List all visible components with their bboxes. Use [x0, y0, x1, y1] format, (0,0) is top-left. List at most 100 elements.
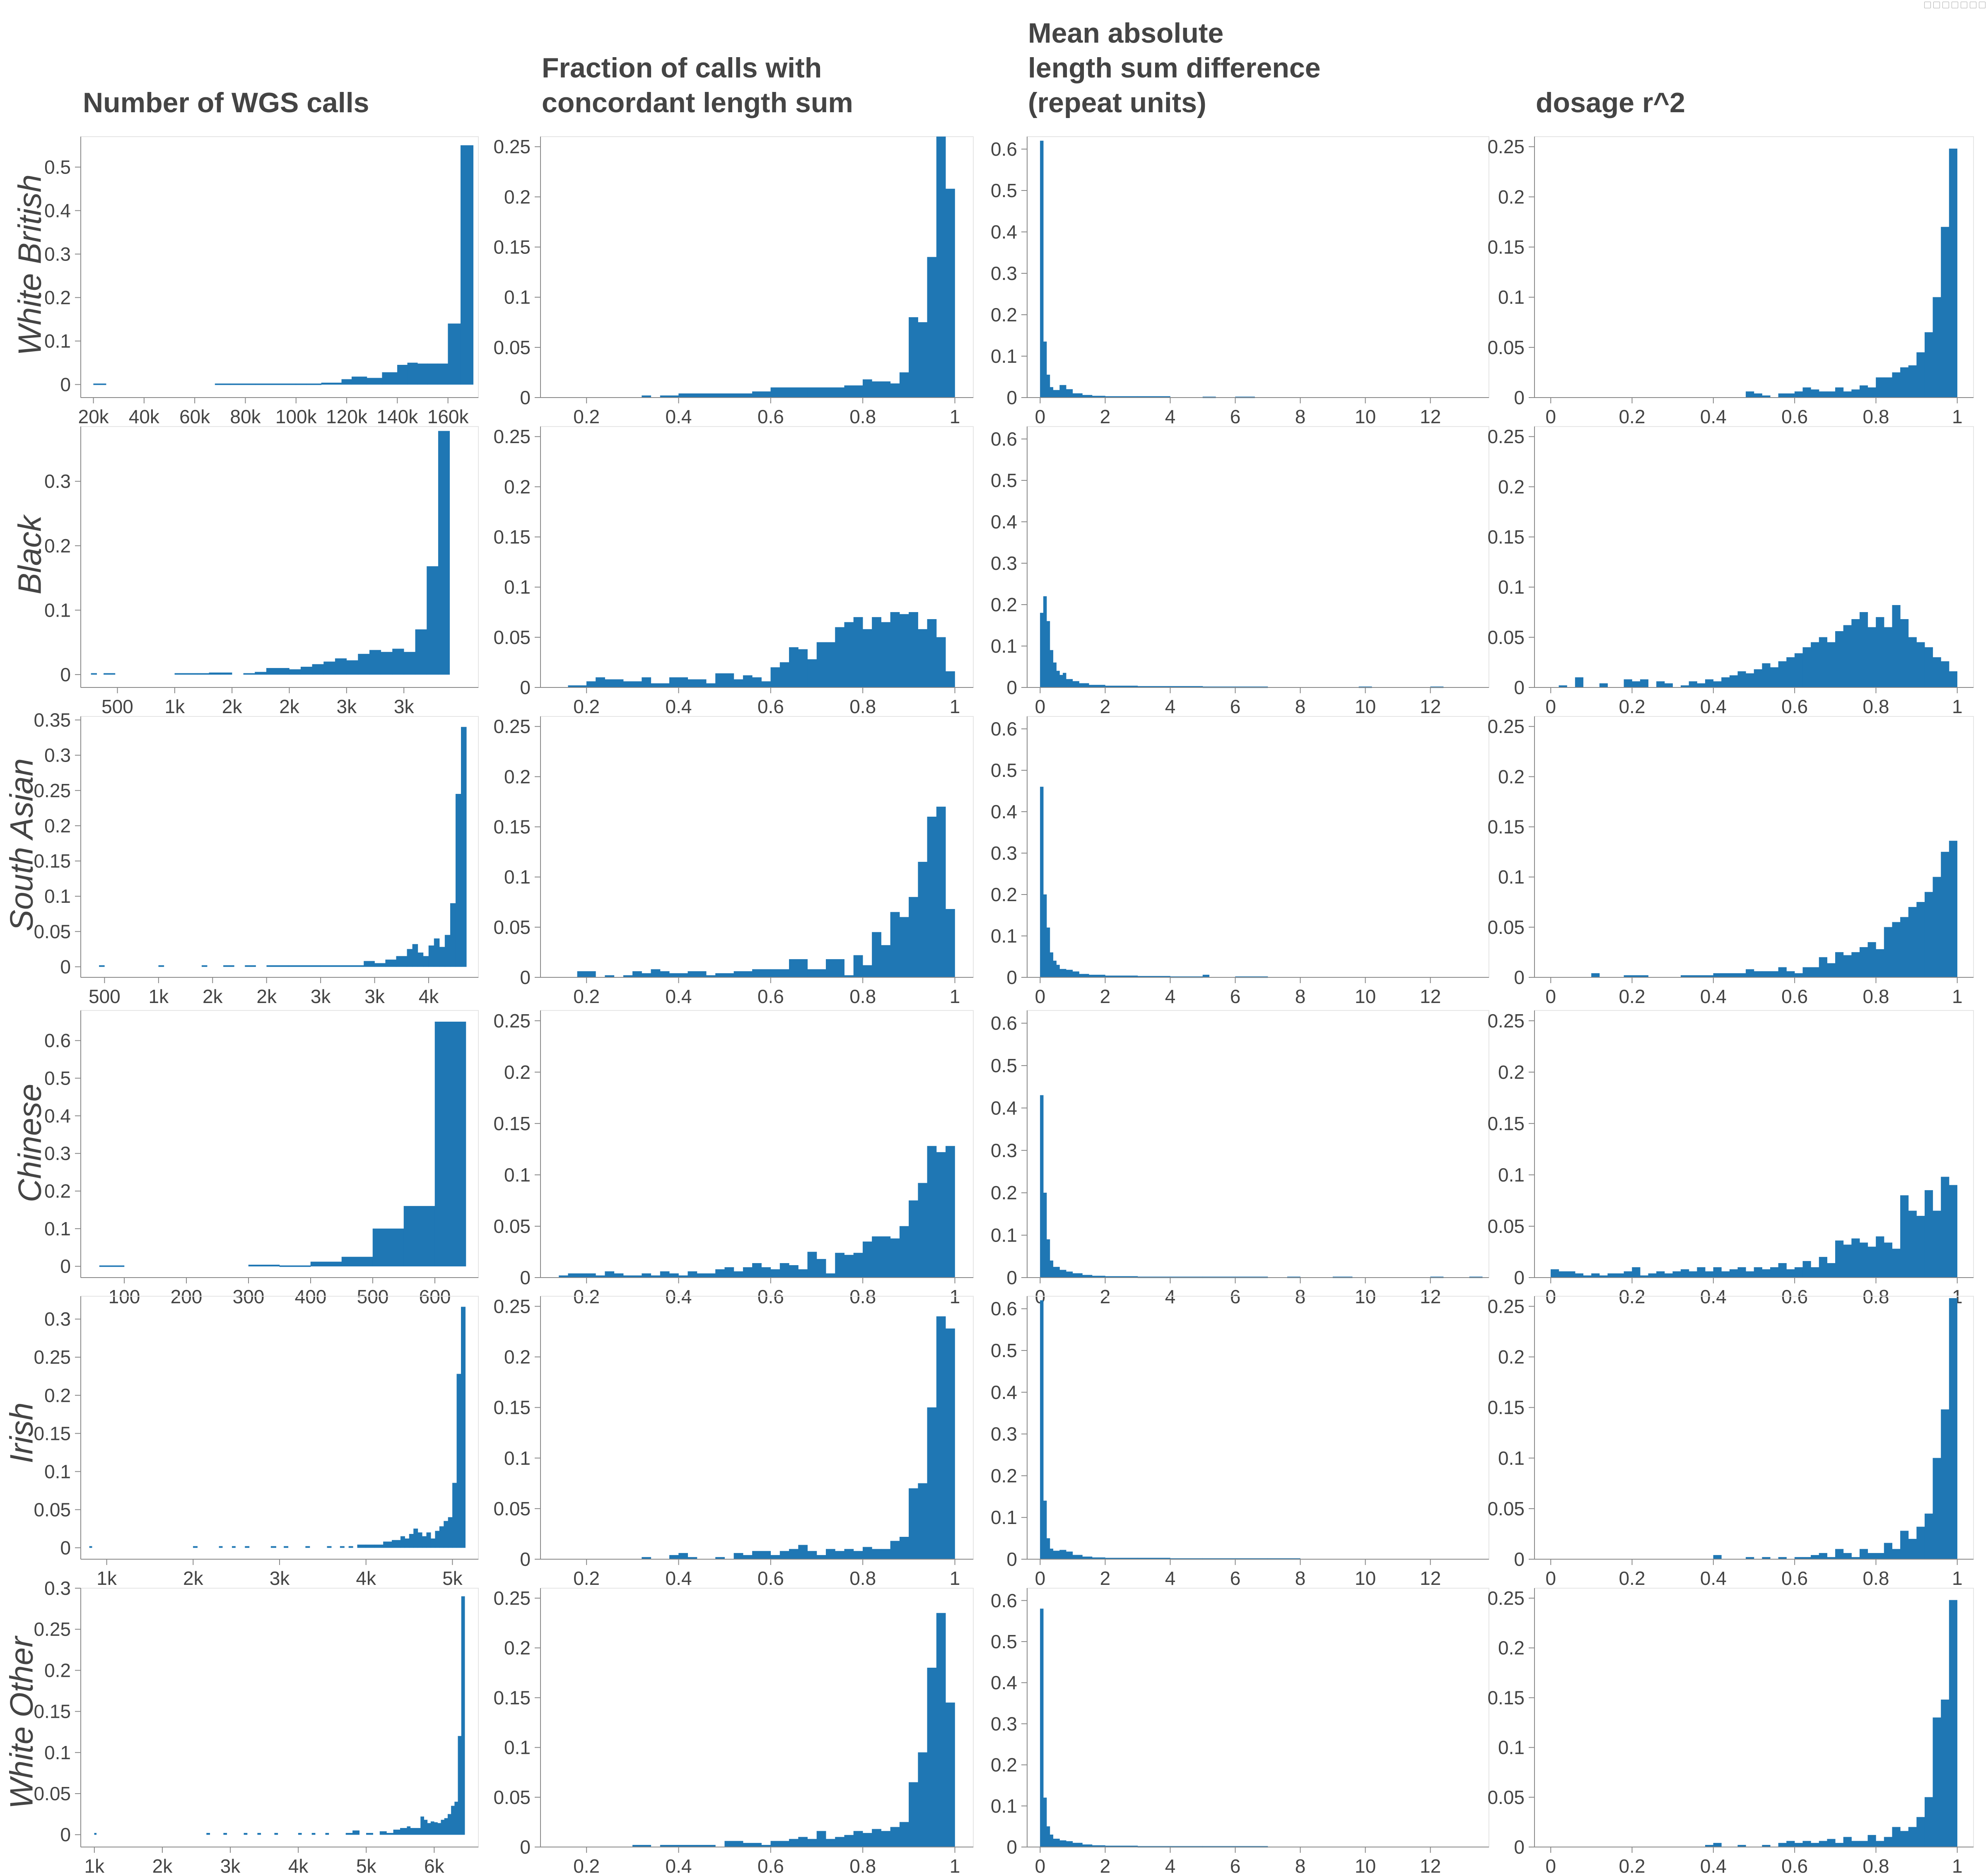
histogram-bar[interactable] [197, 673, 210, 675]
histogram-bar[interactable] [1941, 661, 1949, 688]
histogram-bar[interactable] [1072, 1273, 1083, 1278]
histogram-bar[interactable] [577, 971, 596, 978]
histogram-bar[interactable] [789, 647, 799, 688]
histogram-bar[interactable] [946, 1146, 955, 1278]
histogram-bar[interactable] [1053, 662, 1057, 688]
histogram-bar[interactable] [1049, 1834, 1054, 1847]
histogram-bar[interactable] [918, 1183, 928, 1278]
histogram-bar[interactable] [243, 673, 255, 675]
histogram-bar[interactable] [835, 627, 844, 688]
histogram-bar[interactable] [396, 956, 408, 967]
histogram-bar[interactable] [1063, 673, 1066, 688]
histogram-bar[interactable] [444, 1521, 449, 1548]
histogram-bar[interactable] [403, 1206, 435, 1266]
histogram-bar[interactable] [335, 658, 347, 675]
pan-icon[interactable] [1924, 2, 1931, 8]
histogram-bar[interactable] [1851, 1238, 1860, 1278]
histogram-bar[interactable] [417, 1532, 422, 1548]
histogram-bar[interactable] [1040, 1300, 1044, 1560]
histogram-bar[interactable] [1811, 1843, 1819, 1847]
histogram-bar[interactable] [770, 1841, 789, 1847]
histogram-bar[interactable] [660, 971, 670, 978]
histogram-bar[interactable] [412, 944, 418, 967]
histogram-bar[interactable] [434, 1022, 466, 1266]
histogram-bar[interactable] [669, 1273, 679, 1278]
histogram-bar[interactable] [374, 1544, 384, 1548]
histogram-bar[interactable] [936, 1316, 946, 1560]
reset-icon[interactable] [1961, 2, 1967, 8]
histogram-bar[interactable] [1802, 1261, 1811, 1278]
histogram-bar[interactable] [1072, 1555, 1083, 1560]
histogram-bar[interactable] [899, 372, 909, 398]
histogram-bar[interactable] [1941, 1409, 1949, 1560]
histogram-bar[interactable] [789, 1549, 799, 1560]
histogram-bar[interactable] [798, 1269, 808, 1278]
histogram-bar[interactable] [706, 683, 716, 688]
histogram-bar[interactable] [1754, 393, 1762, 398]
histogram-bar[interactable] [1721, 1271, 1730, 1278]
histogram-bar[interactable] [348, 1546, 353, 1548]
histogram-bar[interactable] [1040, 786, 1044, 978]
histogram-bar[interactable] [789, 959, 808, 978]
histogram-bar[interactable] [909, 1488, 918, 1560]
histogram-bar[interactable] [1924, 892, 1933, 978]
histogram-bar[interactable] [835, 1253, 844, 1278]
histogram-bar[interactable] [306, 383, 322, 385]
histogram-bar[interactable] [1843, 625, 1852, 688]
histogram-bar[interactable] [881, 1236, 891, 1278]
histogram-bar[interactable] [1551, 1269, 1559, 1278]
histogram-bar[interactable] [1949, 1185, 1957, 1278]
histogram-bar[interactable] [1066, 679, 1073, 688]
histogram-bar[interactable] [1867, 1553, 1876, 1560]
histogram-bar[interactable] [230, 383, 256, 385]
histogram-bar[interactable] [1908, 1827, 1917, 1847]
histogram-bar[interactable] [392, 649, 404, 675]
histogram-bar[interactable] [669, 973, 688, 978]
histogram-bar[interactable] [881, 1549, 891, 1560]
histogram-bar[interactable] [1949, 1298, 1957, 1560]
histogram-bar[interactable] [862, 1833, 872, 1847]
histogram-bar[interactable] [439, 1526, 444, 1548]
histogram-bar[interactable] [1843, 1837, 1852, 1847]
histogram-bar[interactable] [300, 666, 313, 675]
histogram-bar[interactable] [1737, 671, 1746, 688]
histogram-bar[interactable] [1713, 1555, 1722, 1560]
histogram-bar[interactable] [798, 649, 808, 688]
histogram-bar[interactable] [1884, 1837, 1892, 1847]
histogram-bar[interactable] [1770, 667, 1779, 688]
histogram-bar[interactable] [688, 971, 707, 978]
histogram-bar[interactable] [430, 1538, 435, 1548]
histogram-bar[interactable] [1916, 1215, 1925, 1278]
histogram-bar[interactable] [1624, 1271, 1632, 1278]
histogram-bar[interactable] [219, 1546, 223, 1548]
histogram-bar[interactable] [844, 622, 854, 688]
histogram-bar[interactable] [407, 949, 413, 967]
histogram-bar[interactable] [448, 1517, 453, 1548]
histogram-bar[interactable] [1049, 1260, 1054, 1278]
histogram-bar[interactable] [346, 660, 358, 675]
histogram-bar[interactable] [651, 683, 670, 688]
histogram-bar[interactable] [752, 391, 771, 398]
histogram-bar[interactable] [220, 672, 232, 675]
histogram-bar[interactable] [1802, 387, 1811, 398]
histogram-bar[interactable] [1053, 390, 1060, 398]
histogram-bar[interactable] [605, 679, 624, 688]
wheel-zoom-icon[interactable] [1942, 2, 1949, 8]
histogram-bar[interactable] [1908, 1538, 1917, 1560]
histogram-bar[interactable] [1778, 661, 1787, 688]
histogram-bar[interactable] [816, 1555, 826, 1560]
histogram-bar[interactable] [1933, 297, 1941, 398]
histogram-bar[interactable] [1705, 1271, 1714, 1278]
histogram-bar[interactable] [1851, 1841, 1860, 1847]
histogram-bar[interactable] [327, 1546, 332, 1548]
histogram-bar[interactable] [1713, 1843, 1722, 1847]
histogram-bar[interactable] [1908, 637, 1917, 688]
histogram-bar[interactable] [1746, 1271, 1754, 1278]
histogram-bar[interactable] [1049, 952, 1054, 978]
histogram-bar[interactable] [789, 387, 808, 398]
histogram-bar[interactable] [422, 1536, 427, 1548]
histogram-bar[interactable] [779, 1263, 789, 1278]
histogram-bar[interactable] [366, 1544, 375, 1548]
histogram-bar[interactable] [1900, 367, 1909, 398]
histogram-bar[interactable] [385, 960, 396, 967]
